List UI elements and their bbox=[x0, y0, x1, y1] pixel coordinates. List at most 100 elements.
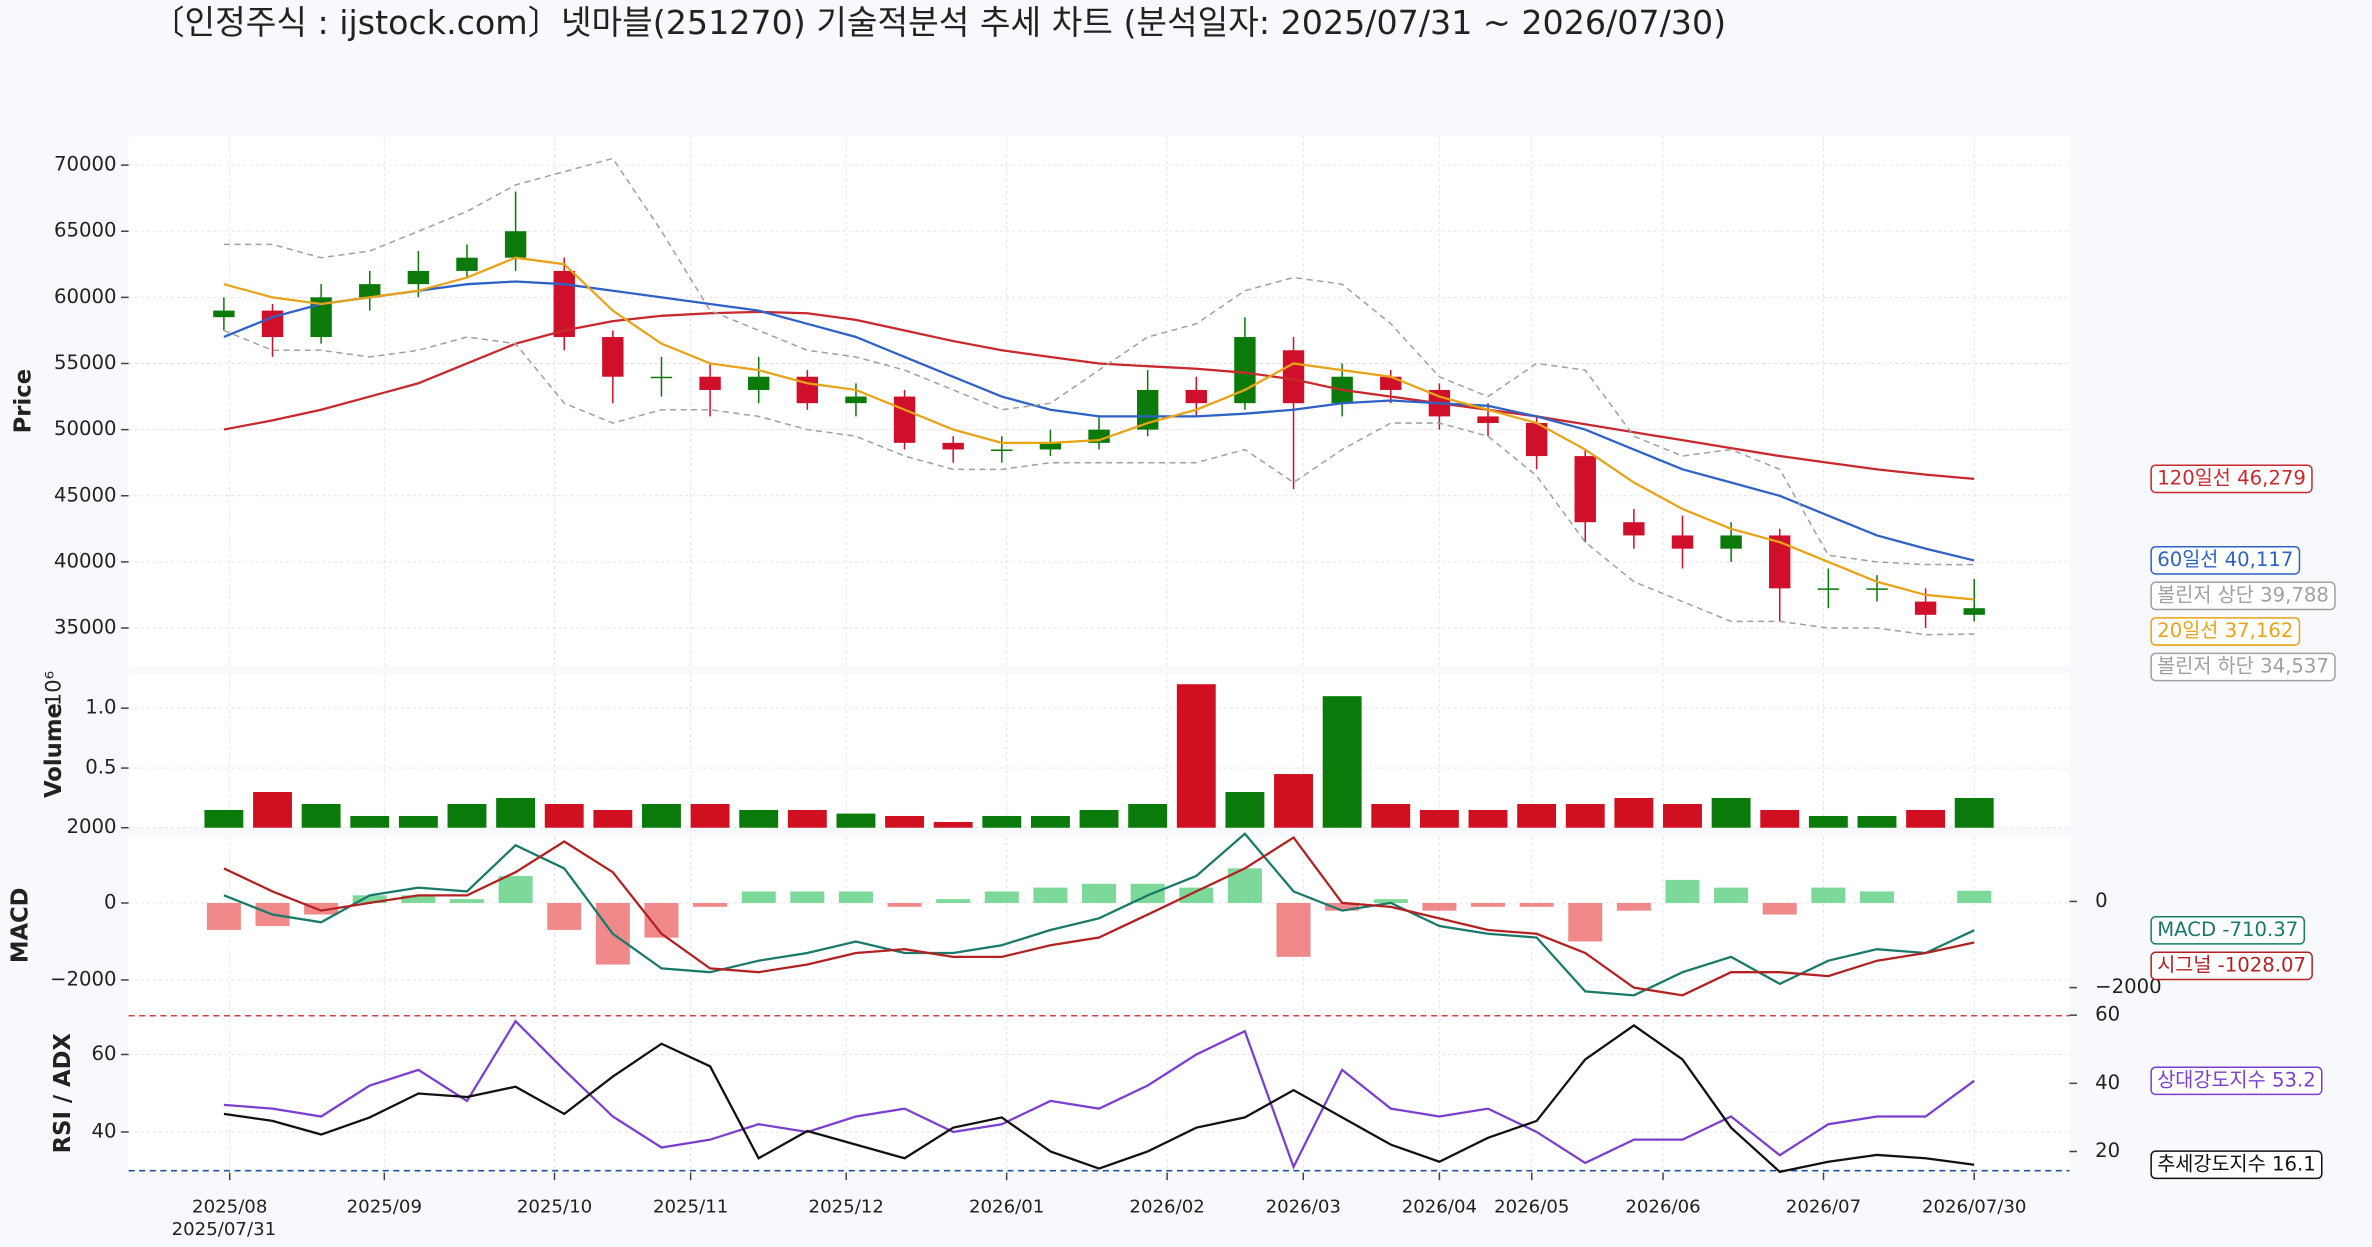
macd-histogram-bar bbox=[936, 899, 971, 903]
volume-bar bbox=[253, 792, 292, 828]
series-label: 볼린저 하단 34,537 bbox=[2150, 652, 2336, 682]
x-tick-label: 2026/05 bbox=[1494, 1196, 1569, 1217]
y2-tick-label: 20 bbox=[2095, 1139, 2120, 1162]
volume-bar bbox=[1906, 809, 1946, 828]
candle-body bbox=[748, 376, 770, 390]
macd-histogram-bar bbox=[1665, 879, 1700, 903]
series-line bbox=[223, 280, 1975, 562]
x-tick-label: 2025/09 bbox=[347, 1196, 422, 1217]
volume-bar bbox=[1468, 809, 1508, 828]
x-tick-label: 2025/10 bbox=[517, 1196, 592, 1217]
volume-bar bbox=[1663, 804, 1702, 828]
volume-bar bbox=[496, 798, 536, 828]
series-label-text: 볼린저 하단 34,537 bbox=[2157, 654, 2329, 677]
candle-body bbox=[942, 442, 964, 450]
macd-histogram-bar bbox=[1373, 899, 1408, 903]
series-label-box bbox=[2150, 617, 2301, 646]
x-tick-label: 2026/04 bbox=[1402, 1196, 1477, 1217]
series-label-text: 추세강도지수 16.1 bbox=[2157, 1152, 2316, 1175]
candle-body bbox=[1720, 535, 1742, 549]
x-tick-label: 2026/06 bbox=[1625, 1196, 1700, 1217]
y-tick-label: 1.0 bbox=[85, 696, 116, 719]
volume-bar bbox=[1128, 804, 1168, 828]
macd-histogram-bar bbox=[1762, 902, 1797, 915]
macd-histogram-bar bbox=[1325, 902, 1360, 911]
y-axis-label: Price bbox=[11, 369, 37, 433]
macd-histogram-bar bbox=[1470, 902, 1506, 907]
candle-body bbox=[553, 270, 575, 338]
macd-histogram-bar bbox=[1714, 887, 1749, 903]
volume-bar bbox=[933, 821, 973, 828]
volume-bar bbox=[301, 804, 341, 828]
y-tick-label: 0 bbox=[104, 890, 117, 913]
series-label: 상대강도지수 53.2 bbox=[2150, 1066, 2323, 1096]
series-label-box bbox=[2150, 464, 2313, 494]
volume-bar bbox=[1711, 798, 1751, 828]
macd-histogram-bar bbox=[449, 899, 485, 903]
panel-background bbox=[128, 136, 2070, 666]
series-label-text: 상대강도지수 53.2 bbox=[2157, 1068, 2316, 1091]
macd-histogram-bar bbox=[741, 891, 776, 903]
series-line bbox=[223, 1024, 1975, 1174]
candle-body bbox=[1623, 522, 1645, 536]
candle-body bbox=[1671, 535, 1694, 549]
volume-bar bbox=[593, 809, 633, 828]
candle-body bbox=[310, 297, 332, 338]
x-tick-label: 2026/07 bbox=[1786, 1196, 1861, 1217]
volume-bar bbox=[642, 804, 681, 828]
y-tick-label: 55000 bbox=[54, 351, 117, 374]
macd-histogram-bar bbox=[401, 895, 436, 903]
series-label-box bbox=[2150, 545, 2301, 575]
volume-bar bbox=[1274, 774, 1313, 828]
candle-body bbox=[991, 449, 1013, 451]
volume-bar bbox=[544, 804, 584, 828]
volume-bar bbox=[1857, 815, 1897, 828]
volume-bar bbox=[1030, 815, 1070, 828]
series-line bbox=[223, 329, 1975, 636]
macd-histogram-bar bbox=[498, 876, 533, 903]
volume-bar bbox=[1565, 804, 1605, 828]
candle-body bbox=[261, 310, 284, 338]
series-label-text: MACD -710.37 bbox=[2157, 918, 2298, 941]
series-line bbox=[223, 157, 1975, 566]
candle-body bbox=[1574, 456, 1596, 523]
x-tick-label: 2026/03 bbox=[1266, 1196, 1341, 1217]
macd-histogram-bar bbox=[206, 902, 241, 930]
panel-background bbox=[128, 673, 2070, 828]
volume-bar bbox=[1614, 798, 1654, 828]
series-line bbox=[223, 836, 1975, 997]
volume-bar bbox=[1371, 804, 1411, 828]
volume-bar bbox=[1419, 809, 1459, 828]
candle-body bbox=[650, 376, 673, 379]
y-axis-label: RSI / ADX bbox=[50, 1033, 76, 1154]
candle-body bbox=[1185, 389, 1207, 404]
volume-bar bbox=[1079, 809, 1119, 828]
macd-histogram-bar bbox=[1422, 902, 1457, 911]
candle-body bbox=[456, 257, 478, 271]
volume-bar bbox=[1322, 696, 1362, 828]
macd-histogram-bar bbox=[887, 902, 922, 907]
macd-histogram-bar bbox=[693, 902, 728, 907]
volume-bar bbox=[1760, 809, 1800, 828]
volume-bar bbox=[1808, 815, 1848, 828]
volume-bar bbox=[447, 804, 487, 828]
candle-body bbox=[1039, 442, 1062, 450]
y-tick-label: 65000 bbox=[54, 219, 117, 242]
series-label-box bbox=[2150, 915, 2306, 945]
y2-tick-label: 60 bbox=[2095, 1003, 2120, 1026]
macd-histogram-bar bbox=[1179, 887, 1214, 903]
y2-tick-label: 40 bbox=[2095, 1071, 2120, 1094]
series-label: 추세강도지수 16.1 bbox=[2150, 1150, 2323, 1180]
y-tick-label: 60 bbox=[91, 1042, 116, 1065]
candle-body bbox=[1282, 350, 1305, 404]
series-label-text: 60일선 40,117 bbox=[2157, 548, 2293, 571]
series-label-box bbox=[2150, 652, 2336, 682]
volume-bar bbox=[885, 815, 925, 828]
macd-histogram-bar bbox=[1519, 902, 1554, 907]
series-label: 볼린저 상단 39,788 bbox=[2150, 581, 2336, 611]
x-tick-label: 2026/02 bbox=[1129, 1196, 1204, 1217]
macd-histogram-bar bbox=[352, 895, 387, 903]
series-label-text: 120일선 46,279 bbox=[2157, 466, 2306, 489]
series-label-box bbox=[2150, 951, 2313, 981]
